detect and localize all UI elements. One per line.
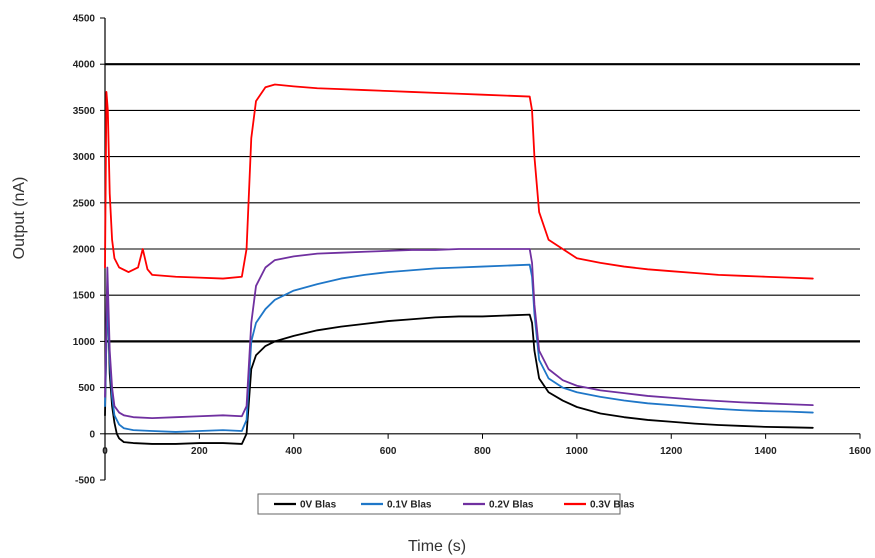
y-tick-label-8: 3500 (73, 106, 96, 117)
series-line-2 (104, 248, 814, 419)
x-tick-label-2: 400 (285, 446, 302, 457)
y-tick-label-2: 500 (78, 383, 95, 394)
y-tick-label-1: 0 (89, 429, 95, 440)
series-line-3 (104, 83, 814, 280)
x-tick-label-3: 600 (380, 446, 397, 457)
y-tick-label-3: 1000 (73, 337, 96, 348)
x-tick-label-8: 1600 (849, 446, 872, 457)
legend-label-1: 0.1V Blas (387, 500, 432, 511)
y-tick-label-5: 2000 (73, 245, 96, 256)
x-tick-label-6: 1200 (660, 446, 683, 457)
x-tick-label-1: 200 (191, 446, 208, 457)
x-axis-title: Time (s) (408, 538, 466, 555)
legend: 0V Blas 0.1V Blas 0.2V Blas 0.3V Blas (257, 493, 635, 515)
series-line-1 (104, 263, 814, 433)
x-tick-label-0: 0 (102, 446, 108, 457)
y-tick-label-9: 4000 (73, 60, 96, 71)
x-tick-label-5: 1000 (566, 446, 589, 457)
y-tick-label-10: 4500 (73, 14, 96, 25)
y-tick-label-4: 1500 (73, 291, 96, 302)
legend-label-3: 0.3V Blas (590, 500, 635, 511)
y-tick-label-0: -500 (75, 476, 95, 487)
y-axis-title: Output (nA) (11, 177, 28, 260)
series-layer (104, 83, 814, 445)
legend-box (257, 493, 621, 515)
series-line-0 (104, 285, 814, 445)
y-tick-label-7: 3000 (73, 152, 96, 163)
grid-layer (105, 63, 860, 389)
x-tick-label-4: 800 (474, 446, 491, 457)
legend-label-2: 0.2V Blas (489, 500, 534, 511)
legend-label-0: 0V Blas (300, 500, 337, 511)
y-tick-label-6: 2500 (73, 198, 96, 209)
ticks-layer: -500050010001500200025003000350040004500… (73, 14, 872, 487)
x-tick-label-7: 1400 (755, 446, 778, 457)
